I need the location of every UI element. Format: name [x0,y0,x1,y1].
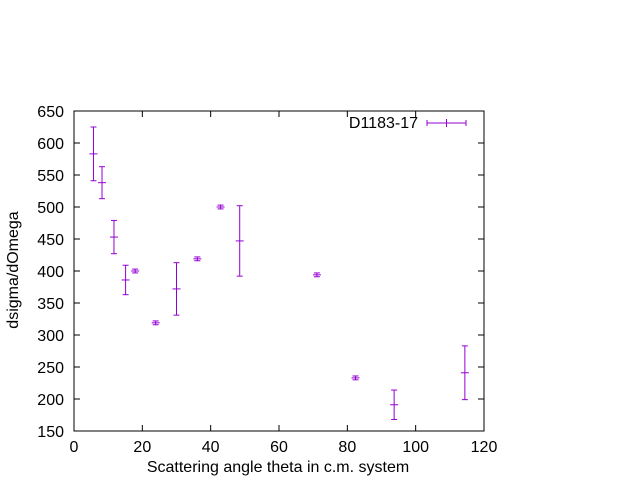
legend: D1183-17 [349,115,467,132]
x-tick-label: 100 [402,439,429,456]
legend-sample [426,119,467,127]
legend-label: D1183-17 [349,115,418,132]
data-point [216,204,225,210]
x-tick-label: 0 [70,439,79,456]
y-tick-label: 300 [37,328,64,345]
y-axis-title: dsigma/dOmega [5,211,22,328]
data-point [172,262,181,316]
data-point [193,256,202,262]
x-tick-label: 120 [471,439,498,456]
x-axis: 0 20 40 60 80 100 120 [70,111,498,456]
y-tick-label: 350 [37,296,64,313]
data-point [235,205,244,277]
data-point [460,345,469,401]
y-tick-label: 450 [37,232,64,249]
y-tick-label: 400 [37,264,64,281]
data-point [109,219,118,255]
y-tick-label: 650 [37,104,64,121]
x-tick-label: 20 [133,439,151,456]
data-point [89,126,98,182]
data-point [131,268,140,274]
y-tick-label: 250 [37,360,64,377]
data-point [351,375,360,381]
x-tick-label: 40 [202,439,220,456]
y-tick-label: 500 [37,200,64,217]
data-point [151,320,160,326]
data-series [89,126,469,420]
data-point [98,166,107,200]
y-tick-label: 150 [37,424,64,441]
y-tick-label: 200 [37,392,64,409]
data-point [390,389,399,420]
data-point [121,264,130,296]
y-tick-label: 550 [37,168,64,185]
y-tick-label: 600 [37,136,64,153]
x-tick-label: 80 [338,439,356,456]
data-point [312,272,321,278]
x-axis-title: Scattering angle theta in c.m. system [147,459,409,476]
y-axis: 150 200 250 300 350 400 450 500 550 600 650 [37,104,484,441]
x-tick-label: 60 [270,439,288,456]
